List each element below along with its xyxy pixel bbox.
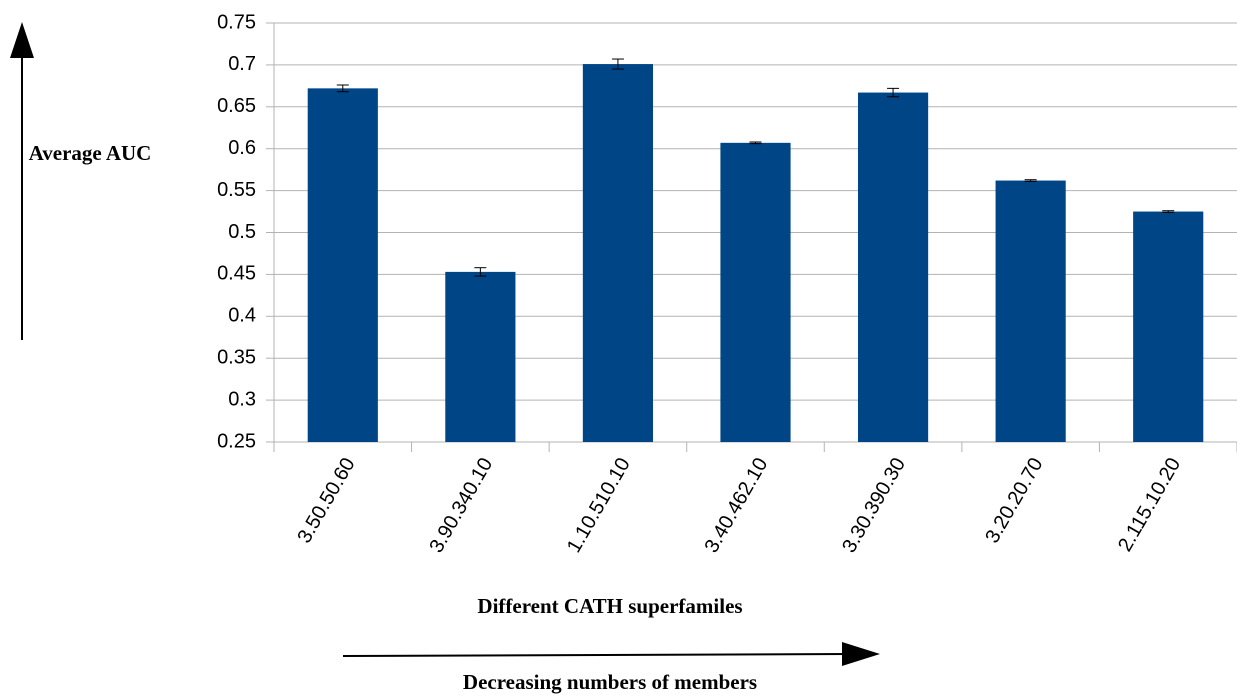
x-tick-label: 3.90.340.10	[425, 454, 497, 557]
right-arrow-head	[842, 642, 880, 666]
right-arrow-line	[342, 653, 851, 657]
y-tick-label: 0.5	[228, 221, 256, 243]
bar	[720, 142, 791, 443]
y-tick-label: 0.75	[217, 11, 256, 33]
x-tick-label: 3.50.50.60	[293, 454, 359, 547]
bar	[857, 92, 929, 442]
y-tick-label: 0.65	[217, 95, 256, 117]
y-tick-label: 0.45	[217, 263, 256, 285]
y-tick-label: 0.35	[217, 346, 256, 368]
x-tick-label: 3.30.390.30	[838, 454, 910, 557]
x-axis-label: Different CATH superfamiles	[477, 594, 743, 618]
y-tick-label: 0.7	[228, 53, 256, 75]
y-tick-label: 0.55	[217, 179, 256, 201]
y-tick-label: 0.6	[228, 137, 256, 159]
x-tick-label: 2.115.10.20	[1114, 454, 1185, 555]
y-tick-label: 0.4	[228, 305, 256, 327]
bar	[995, 180, 1066, 442]
y-axis-label: Average AUC	[28, 141, 152, 165]
bar	[307, 88, 378, 442]
x-tick-label: 3.40.462.10	[701, 454, 773, 557]
y-tick-label: 0.3	[228, 388, 256, 410]
y-tick-label: 0.25	[217, 430, 256, 452]
bar	[582, 64, 654, 442]
x-tick-label: 3.20.20.70	[981, 454, 1047, 547]
up-arrow-head	[10, 22, 34, 58]
x-tick-label: 1.10.510.10	[563, 454, 635, 557]
annotation: Decreasing numbers of members	[462, 670, 758, 694]
bar	[1133, 211, 1204, 442]
bar	[445, 271, 516, 442]
